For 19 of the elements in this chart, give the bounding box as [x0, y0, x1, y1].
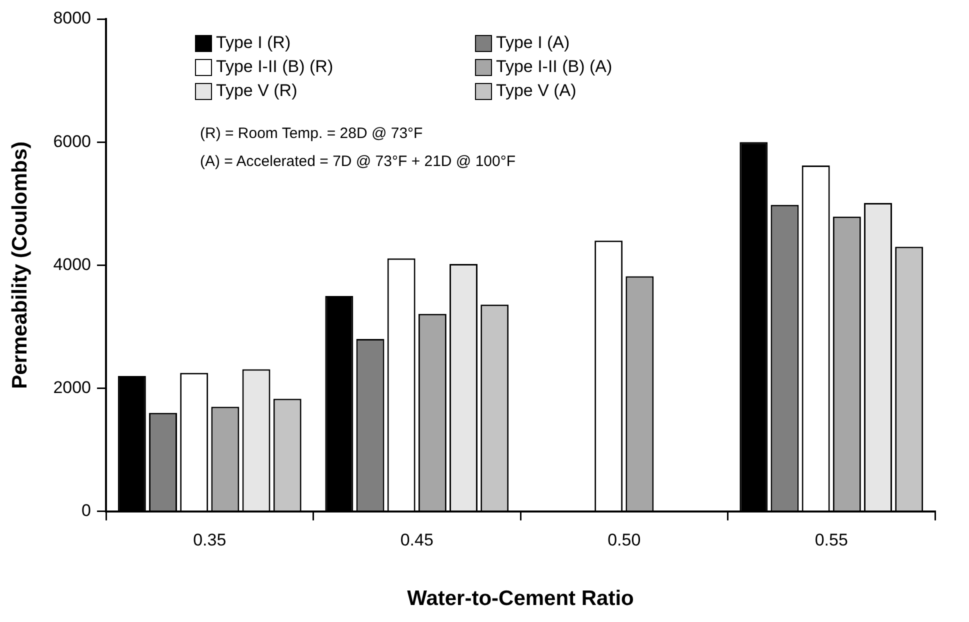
y-tick-label: 4000	[53, 254, 92, 274]
x-tick-label: 0.45	[400, 530, 434, 550]
y-tick-label: 2000	[53, 378, 92, 397]
x-tick-label: 0.35	[193, 530, 226, 550]
y-tick-label: 8000	[53, 8, 92, 28]
legend-label: Type V (R)	[216, 80, 298, 102]
x-axis-title: Water-to-Cement Ratio	[407, 587, 634, 610]
y-tick-label: 6000	[53, 132, 92, 151]
x-tick-label: 0.55	[814, 530, 848, 550]
legend-label: Type I (A)	[496, 32, 570, 54]
annotation: (A) = Accelerated = 7D @ 73°F + 21D @ 100°F	[200, 152, 516, 172]
annotation: (R) = Room Temp. = 28D @ 73°F	[200, 124, 424, 144]
legend-label: Type I-II (B) (A)	[496, 56, 612, 78]
y-tick-label: 0	[82, 501, 92, 520]
legend-label: Type I-II (B) (R)	[216, 56, 334, 78]
x-tick-label: 0.50	[608, 530, 641, 550]
y-axis-title: Permeability (Coulombs)	[8, 142, 32, 389]
legend-label: Type I (R)	[216, 32, 291, 54]
legend-label: Type V (A)	[496, 80, 576, 102]
